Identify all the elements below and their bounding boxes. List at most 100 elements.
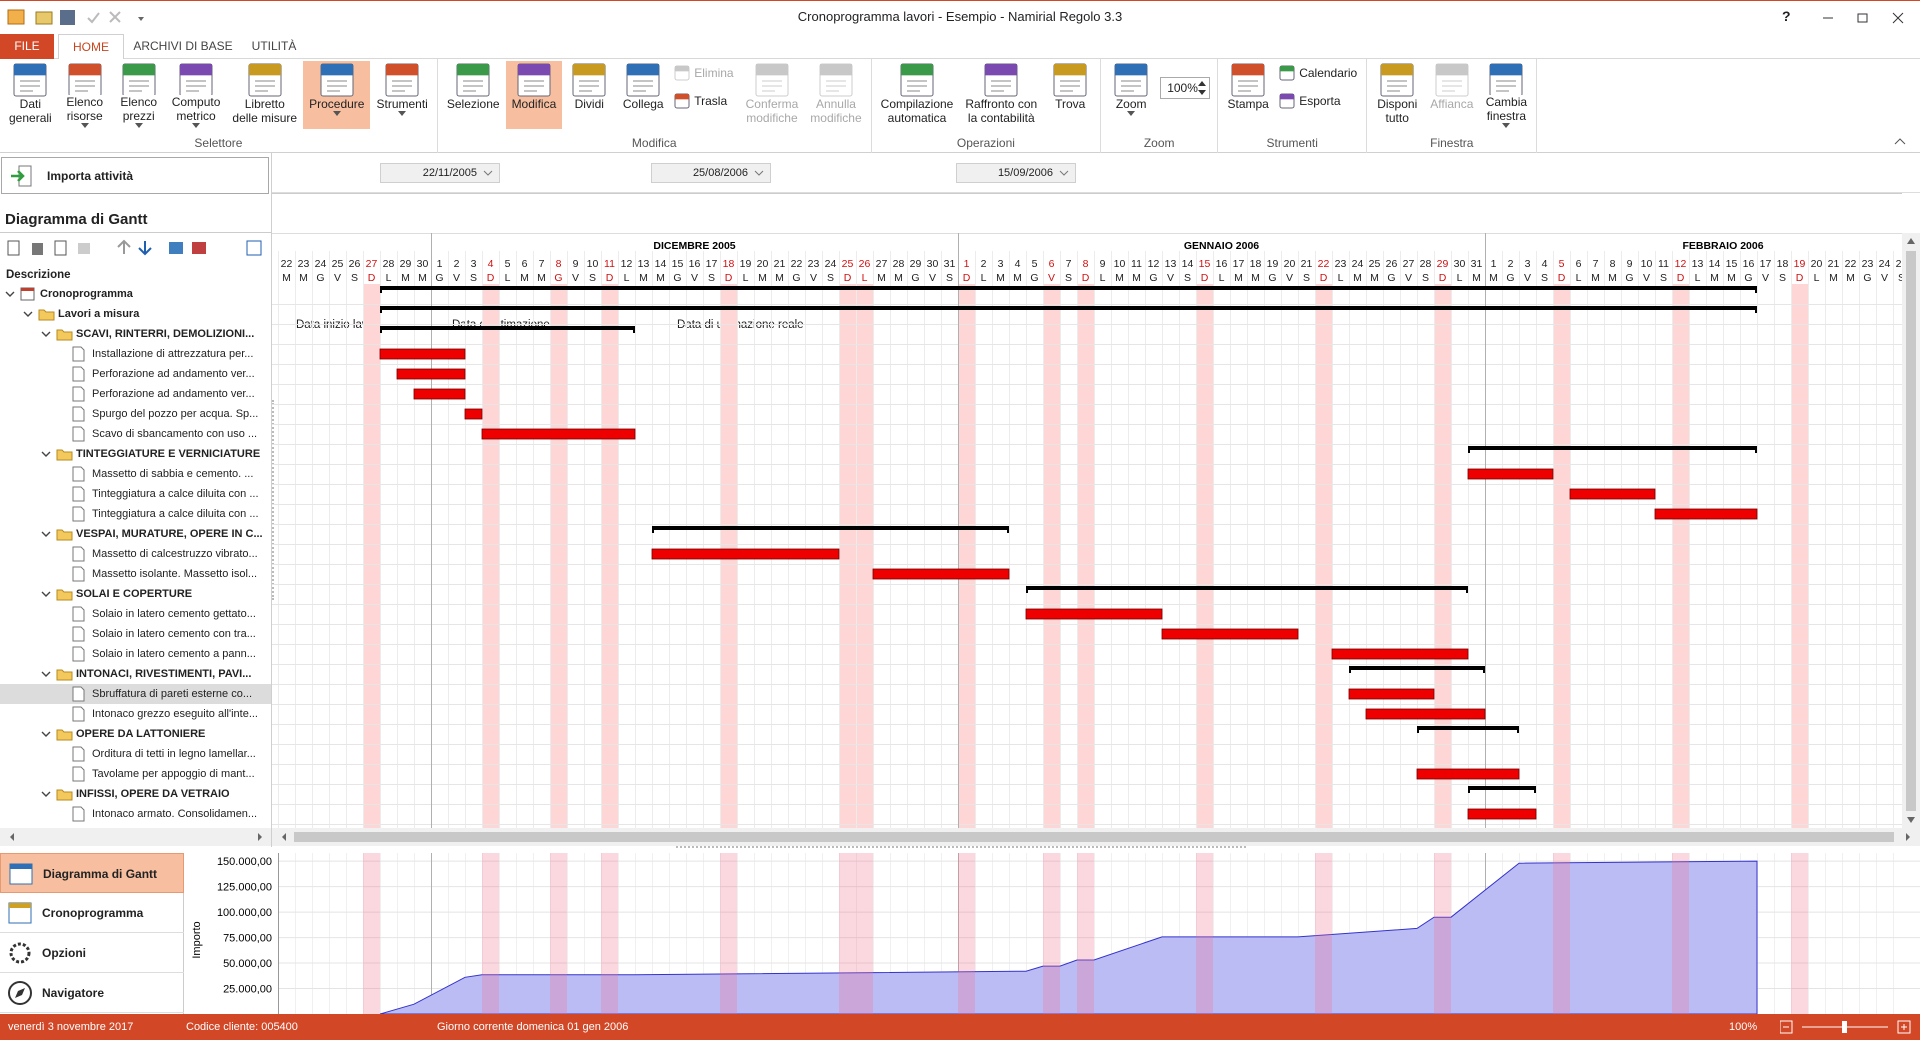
task-bar[interactable]: [1467, 468, 1554, 480]
tree-row[interactable]: Lavori a misura: [0, 304, 271, 324]
task-bar[interactable]: [413, 388, 466, 400]
date-field[interactable]: 22/11/2005: [380, 163, 500, 183]
small-button[interactable]: Calendario: [1279, 65, 1357, 81]
nav-button[interactable]: Navigatore: [0, 973, 184, 1013]
tree-hscroll[interactable]: [0, 828, 272, 846]
task-bar[interactable]: [1331, 648, 1469, 660]
summary-bar[interactable]: [1468, 786, 1536, 793]
tree-row[interactable]: Massetto isolante. Massetto isol...: [0, 564, 271, 584]
task-bar[interactable]: [379, 348, 466, 360]
tree-row[interactable]: OPERE DA LATTONIERE: [0, 724, 271, 744]
new-icon[interactable]: [7, 240, 20, 256]
tree-row[interactable]: INTONACI, RIVESTIMENTI, PAVI...: [0, 664, 271, 684]
tree-row[interactable]: VESPAI, MURATURE, OPERE IN C...: [0, 524, 271, 544]
zoom-spin[interactable]: 100%: [1160, 77, 1211, 99]
summary-bar[interactable]: [1468, 446, 1757, 453]
ribbon-button[interactable]: Stampa: [1221, 61, 1275, 129]
tree-row[interactable]: Solaio in latero cemento gettato...: [0, 604, 271, 624]
ribbon-button[interactable]: Computo metrico: [166, 61, 227, 129]
edit-icon[interactable]: [54, 240, 67, 256]
expander[interactable]: [41, 451, 51, 457]
expander[interactable]: [41, 671, 51, 677]
tree-row[interactable]: SCAVI, RINTERRI, DEMOLIZIONI...: [0, 324, 271, 344]
tree-row[interactable]: Orditura di tetti in legno lamellar...: [0, 744, 271, 764]
horizontal-splitter[interactable]: [676, 846, 1246, 851]
small-button[interactable]: Esporta: [1279, 93, 1357, 109]
tree-row[interactable]: SOLAI E COPERTURE: [0, 584, 271, 604]
tree-row[interactable]: Solaio in latero cemento a pann...: [0, 644, 271, 664]
task-bar[interactable]: [1025, 608, 1163, 620]
summary-bar[interactable]: [1026, 586, 1468, 593]
gantt-vscroll[interactable]: [1902, 233, 1920, 828]
tree-row[interactable]: Perforazione ad andamento ver...: [0, 384, 271, 404]
tree-row[interactable]: Intonaco armato. Consolidamen...: [0, 804, 271, 824]
ribbon-button[interactable]: Selezione: [441, 61, 506, 129]
task-bar[interactable]: [872, 568, 1010, 580]
expander[interactable]: [23, 311, 33, 317]
ribbon-tab[interactable]: UTILITÀ: [251, 39, 297, 53]
nav-button[interactable]: Opzioni: [0, 933, 184, 973]
delete-icon[interactable]: [32, 243, 43, 255]
help-button[interactable]: ?: [1782, 8, 1791, 24]
ribbon-button[interactable]: Strumenti: [370, 61, 433, 129]
summary-bar[interactable]: [380, 326, 635, 333]
tree-row[interactable]: Tinteggiatura a calce diluita con ...: [0, 484, 271, 504]
ribbon-button[interactable]: Procedure: [303, 61, 371, 129]
zoom-slider[interactable]: [1780, 1019, 1912, 1035]
ribbon-button[interactable]: Raffronto con la contabilità: [959, 61, 1043, 129]
tree-row[interactable]: Solaio in latero cemento con tra...: [0, 624, 271, 644]
small-button[interactable]: Trasla: [674, 93, 733, 109]
tree-row[interactable]: Tavolame per appoggio di mant...: [0, 764, 271, 784]
gantt-hscroll[interactable]: [272, 828, 1920, 846]
tree-row[interactable]: Massetto di sabbia e cemento. ...: [0, 464, 271, 484]
customize-icon[interactable]: [138, 17, 144, 21]
task-bar[interactable]: [464, 408, 483, 420]
task-bar[interactable]: [651, 548, 840, 560]
expander[interactable]: [41, 331, 51, 337]
tree-row[interactable]: Installazione di attrezzatura per...: [0, 344, 271, 364]
close[interactable]: [1892, 12, 1904, 24]
tree-row[interactable]: TINTEGGIATURE E VERNICIATURE: [0, 444, 271, 464]
tree-row[interactable]: INFISSI, OPERE DA VETRAIO: [0, 784, 271, 804]
summary-bar[interactable]: [380, 286, 1757, 293]
tree-row[interactable]: Massetto di calcestruzzo vibrato...: [0, 544, 271, 564]
task-bar[interactable]: [1348, 688, 1435, 700]
expander[interactable]: [5, 291, 15, 297]
expander[interactable]: [41, 791, 51, 797]
down-icon[interactable]: [138, 241, 152, 256]
tree-row[interactable]: Intonaco grezzo eseguito all'inte...: [0, 704, 271, 724]
tree-row[interactable]: Spurgo del pozzo per acqua. Sp...: [0, 404, 271, 424]
task-bar[interactable]: [1161, 628, 1299, 640]
ribbon-tab[interactable]: HOME: [58, 34, 124, 59]
date-field[interactable]: 15/09/2006: [956, 163, 1076, 183]
save-icon[interactable]: [60, 10, 75, 25]
task-bar[interactable]: [1416, 768, 1520, 780]
nav-button[interactable]: Diagramma di Gantt: [0, 853, 184, 893]
task-bar[interactable]: [1467, 808, 1537, 820]
expander[interactable]: [41, 731, 51, 737]
tree-row[interactable]: Scavo di sbancamento con uso ...: [0, 424, 271, 444]
tree-row[interactable]: Tinteggiatura a calce diluita con ...: [0, 504, 271, 524]
summary-bar[interactable]: [380, 306, 1757, 313]
open-icon[interactable]: [35, 11, 53, 25]
expander[interactable]: [41, 531, 51, 537]
ribbon-button[interactable]: Collega: [616, 61, 670, 129]
date-field[interactable]: 25/08/2006: [651, 163, 771, 183]
ribbon-button[interactable]: Elenco prezzi: [112, 61, 166, 129]
task-bar[interactable]: [481, 428, 636, 440]
collapse-ribbon[interactable]: [1892, 136, 1908, 148]
import-button[interactable]: Importa attività: [1, 157, 269, 194]
ribbon-tab[interactable]: ARCHIVI DI BASE: [133, 39, 233, 53]
task-bar[interactable]: [1569, 488, 1656, 500]
tree-row[interactable]: Sbruffatura di pareti esterne co...: [0, 684, 271, 704]
ribbon-button[interactable]: Cambia finestra: [1479, 61, 1533, 129]
indent-icon[interactable]: [169, 242, 183, 254]
tree-row[interactable]: Perforazione ad andamento ver...: [0, 364, 271, 384]
ribbon-button[interactable]: Compilazione automatica: [875, 61, 960, 129]
ribbon-button[interactable]: Dividi: [562, 61, 616, 129]
summary-bar[interactable]: [1417, 726, 1519, 733]
outdent-icon[interactable]: [192, 242, 206, 254]
ribbon-button[interactable]: Libretto delle misure: [226, 61, 303, 129]
expander[interactable]: [41, 591, 51, 597]
task-bar[interactable]: [396, 368, 466, 380]
